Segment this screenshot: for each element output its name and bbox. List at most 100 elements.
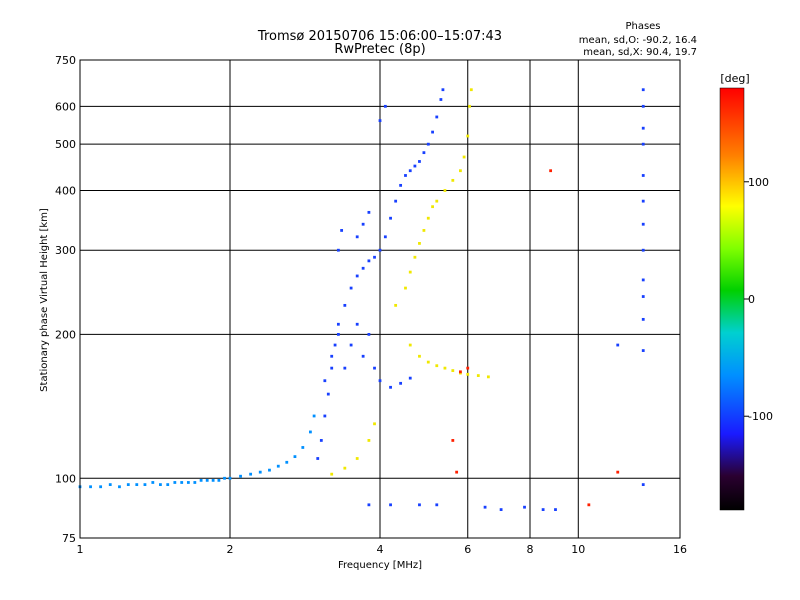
data-point <box>330 366 334 370</box>
y-tick-label: 750 <box>55 54 76 67</box>
x-tick-label: 16 <box>673 543 687 556</box>
data-point <box>426 216 430 220</box>
data-point <box>641 142 645 146</box>
data-point <box>355 457 359 460</box>
data-point <box>378 119 382 123</box>
data-point <box>389 385 392 389</box>
data-point <box>159 483 162 487</box>
data-point <box>199 478 203 482</box>
x-tick-label: 4 <box>377 543 384 556</box>
data-point <box>205 478 209 482</box>
data-point <box>211 478 215 482</box>
data-point <box>361 354 365 358</box>
data-point <box>186 481 190 484</box>
data-point <box>466 134 470 138</box>
data-point <box>336 248 340 252</box>
data-point <box>468 104 471 108</box>
data-point <box>426 360 430 364</box>
data-point <box>309 430 312 434</box>
data-point <box>641 174 645 177</box>
data-point <box>408 169 412 173</box>
data-point <box>99 485 103 489</box>
data-point <box>173 481 177 484</box>
data-point <box>451 178 455 182</box>
data-point <box>476 374 480 377</box>
data-point <box>418 354 421 358</box>
data-point <box>268 468 271 472</box>
data-point <box>483 505 487 509</box>
data-points <box>78 88 645 511</box>
x-tick-label: 6 <box>464 543 471 556</box>
data-point <box>486 375 490 379</box>
data-point <box>418 242 421 245</box>
data-point <box>330 354 334 358</box>
data-point <box>249 472 253 476</box>
data-point <box>443 366 447 370</box>
data-point <box>378 248 382 252</box>
data-point <box>641 199 645 203</box>
data-point <box>455 470 459 474</box>
data-point <box>373 255 376 259</box>
x-tick-label: 8 <box>527 543 534 556</box>
data-point <box>293 455 297 459</box>
data-point <box>319 439 323 442</box>
data-point <box>413 164 417 168</box>
data-point <box>323 379 327 383</box>
plot-frame <box>79 59 681 539</box>
data-point <box>641 295 645 298</box>
phase-stats-heading: Phases <box>625 21 660 32</box>
y-axis-label: Stationary phase Virtual Height [km] <box>39 208 50 392</box>
data-point <box>343 303 347 307</box>
data-point <box>285 460 289 464</box>
data-point <box>361 222 365 226</box>
y-tick-label: 200 <box>55 328 76 341</box>
phase-stats-x: mean, sd,X: 90.4, 19.7 <box>583 47 697 58</box>
y-tick-label: 400 <box>55 184 76 197</box>
data-point <box>323 414 327 418</box>
data-point <box>499 508 503 511</box>
data-point <box>541 508 545 511</box>
data-point <box>641 278 645 282</box>
data-point <box>466 372 470 376</box>
data-point <box>431 205 434 209</box>
data-point <box>641 222 645 226</box>
data-point <box>217 478 221 482</box>
data-point <box>469 88 473 92</box>
chart-subtitle: RwPretec (8p) <box>334 42 425 57</box>
y-tick-labels: 75 100 200 300 400 500 600 750 <box>55 54 76 545</box>
data-point <box>333 343 337 347</box>
data-point <box>554 508 557 511</box>
data-point <box>239 474 242 478</box>
data-point <box>355 322 359 326</box>
data-point <box>435 199 439 203</box>
data-point <box>126 483 130 487</box>
data-point <box>641 248 645 252</box>
colorbar-ticks: 100 0 -100 <box>744 176 773 423</box>
data-point <box>399 183 403 187</box>
data-point <box>641 126 645 130</box>
data-point <box>326 392 330 396</box>
y-tick-label: 100 <box>55 472 76 485</box>
data-point <box>343 466 347 470</box>
y-tick-label: 500 <box>55 138 76 151</box>
data-point <box>258 470 262 474</box>
data-point <box>378 379 382 383</box>
data-point <box>223 476 226 480</box>
data-point <box>587 503 591 507</box>
data-point <box>435 503 439 507</box>
x-tick-label: 2 <box>227 543 234 556</box>
data-point <box>451 369 455 372</box>
data-point <box>228 476 232 480</box>
data-point <box>143 483 147 487</box>
data-point <box>276 464 280 468</box>
y-tick-label: 300 <box>55 244 76 257</box>
data-point <box>418 503 421 507</box>
data-point <box>312 414 316 418</box>
colorbar-tick-label: -100 <box>748 410 773 423</box>
data-point <box>422 229 426 232</box>
data-point <box>135 483 139 487</box>
data-point <box>336 332 340 336</box>
colorbar <box>719 87 745 511</box>
data-point <box>367 259 371 263</box>
data-point <box>108 483 112 487</box>
